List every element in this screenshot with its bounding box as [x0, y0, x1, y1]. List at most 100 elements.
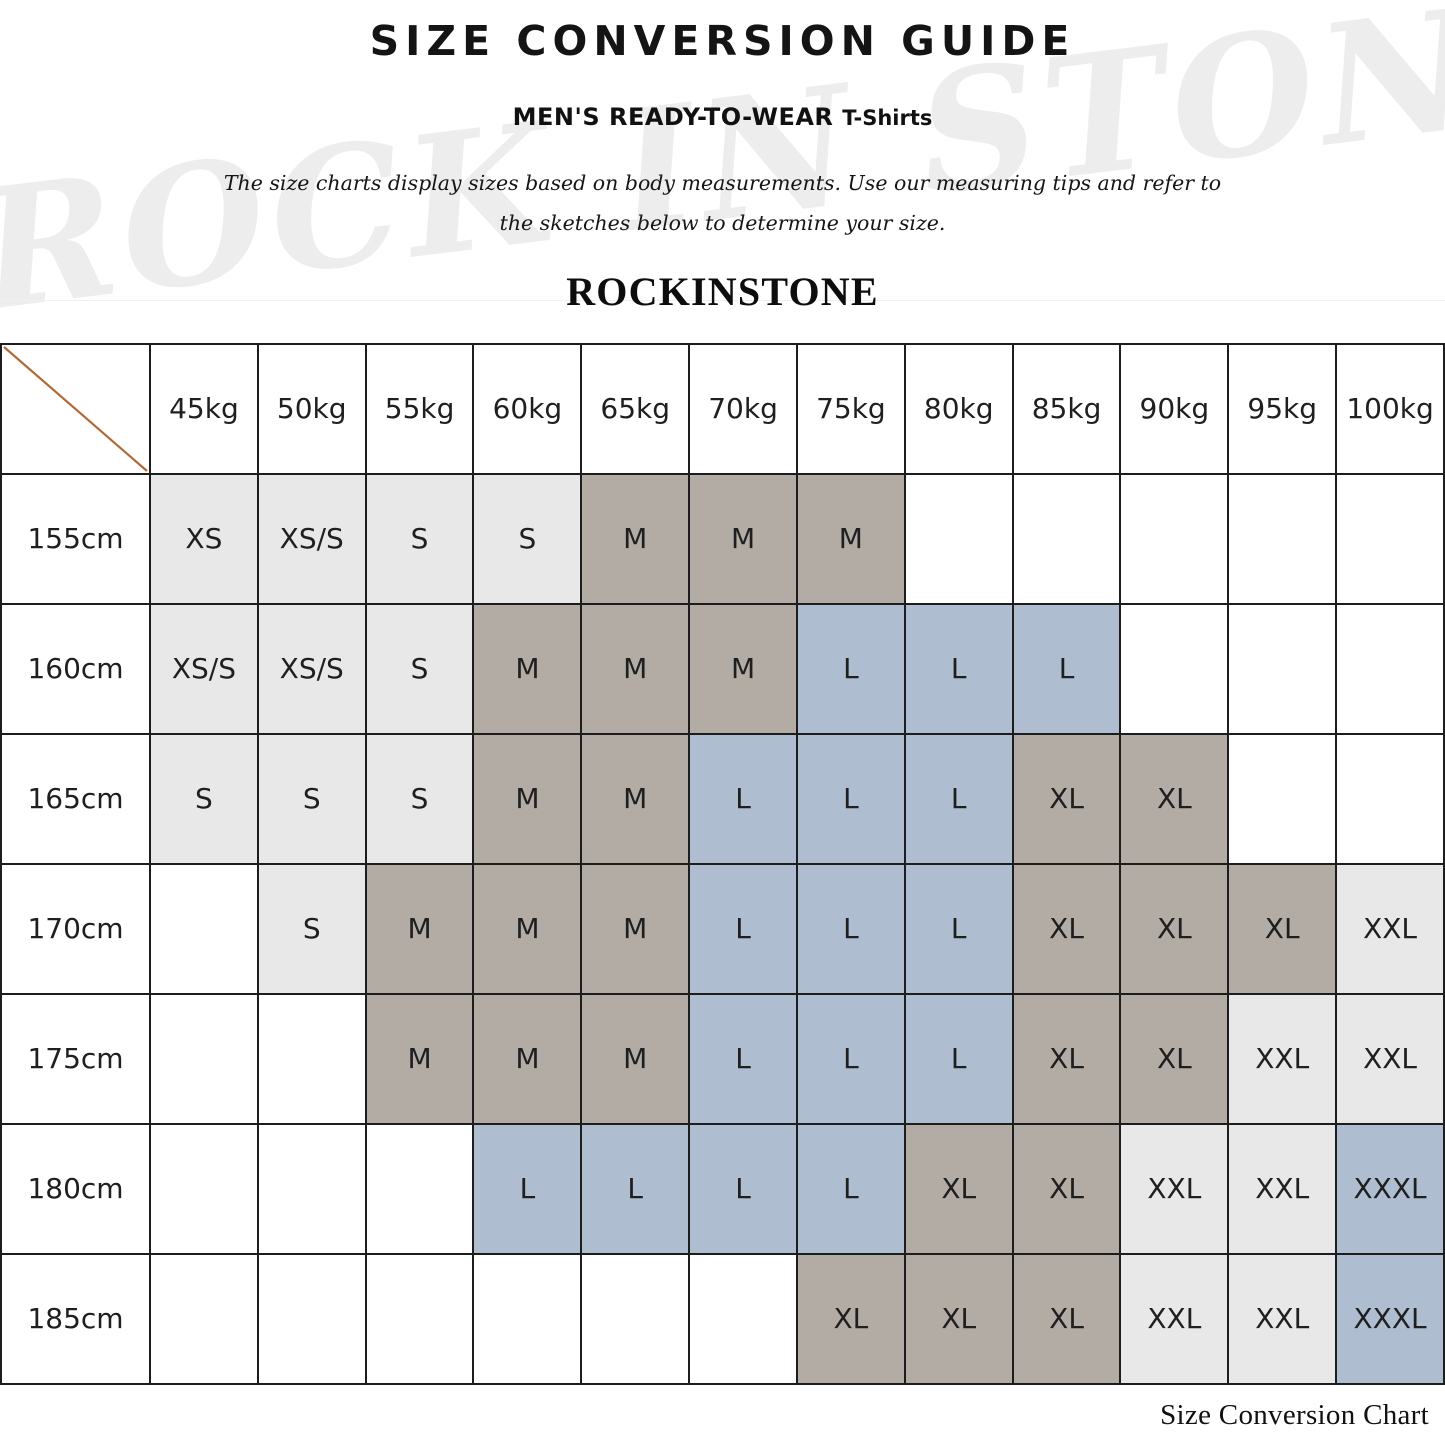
size-cell-empty — [1335, 732, 1445, 865]
size-cell-empty — [472, 1252, 583, 1385]
size-cell-empty — [364, 1122, 475, 1255]
size-cell: L — [795, 862, 906, 995]
size-cell-empty — [149, 1122, 259, 1255]
size-cell-empty — [1119, 602, 1230, 735]
table-row: 170cm S M M M L L L XL XL XL XXL — [0, 862, 1445, 995]
row-header-height: 175cm — [0, 992, 151, 1125]
size-cell: S — [256, 732, 367, 865]
size-cell: XL — [1011, 1252, 1122, 1385]
row-header-height: 155cm — [0, 472, 151, 605]
size-cell: S — [364, 602, 475, 735]
table-row: 165cm S S S M M L L L XL XL — [0, 732, 1445, 865]
size-cell: XXL — [1335, 992, 1445, 1125]
corner-cell-diagonal — [0, 342, 151, 475]
size-cell: L — [688, 732, 798, 865]
size-cell-empty — [580, 1252, 691, 1385]
size-cell: M — [472, 602, 583, 735]
diagonal-divider-icon — [3, 346, 148, 472]
column-header-weight: 95kg — [1227, 342, 1338, 475]
size-cell-empty — [256, 1252, 367, 1385]
size-cell: M — [688, 602, 798, 735]
row-header-height: 180cm — [0, 1122, 151, 1255]
size-cell: XS — [149, 472, 259, 605]
size-cell: L — [688, 1122, 798, 1255]
size-cell: M — [580, 992, 691, 1125]
size-cell: L — [1011, 602, 1122, 735]
size-cell: M — [580, 732, 691, 865]
row-header-height: 170cm — [0, 862, 151, 995]
size-cell: XXL — [1227, 1252, 1338, 1385]
size-cell: XL — [1227, 862, 1338, 995]
brand-name: ROCKINSTONE — [566, 268, 879, 314]
table-row: 185cm XL XL XL XXL XXL XXXL — [0, 1252, 1445, 1385]
row-header-height: 160cm — [0, 602, 151, 735]
size-cell-empty — [688, 1252, 798, 1385]
size-cell: XS/S — [256, 472, 367, 605]
category-subtitle-prefix: MEN'S READY-TO-WEAR — [512, 103, 834, 131]
size-cell: S — [472, 472, 583, 605]
size-cell: XL — [903, 1252, 1014, 1385]
size-cell-empty — [1227, 732, 1338, 865]
column-header-weight: 50kg — [256, 342, 367, 475]
size-cell: M — [580, 472, 691, 605]
size-cell: XL — [1119, 732, 1230, 865]
size-cell: S — [149, 732, 259, 865]
size-cell: L — [795, 1122, 906, 1255]
size-cell: L — [903, 732, 1014, 865]
size-cell: S — [364, 472, 475, 605]
size-cell: L — [903, 862, 1014, 995]
size-cell: M — [472, 992, 583, 1125]
size-cell-empty — [364, 1252, 475, 1385]
size-cell-empty — [149, 862, 259, 995]
column-header-weight: 70kg — [688, 342, 798, 475]
size-cell: S — [256, 862, 367, 995]
category-subtitle-garment: T-Shirts — [842, 106, 933, 130]
size-cell: XL — [903, 1122, 1014, 1255]
size-cell: L — [688, 992, 798, 1125]
table-row: 155cm XS XS/S S S M M M — [0, 472, 1445, 605]
size-cell: L — [903, 992, 1014, 1125]
row-header-height: 165cm — [0, 732, 151, 865]
size-cell-empty — [1011, 472, 1122, 605]
size-cell-empty — [256, 1122, 367, 1255]
category-subtitle: MEN'S READY-TO-WEAR T-Shirts — [0, 103, 1445, 131]
table-body: 155cm XS XS/S S S M M M 160cm XS/S XS/S S M M M L L L 165c… — [0, 472, 1445, 1385]
column-header-weight: 90kg — [1119, 342, 1230, 475]
size-cell: S — [364, 732, 475, 865]
size-cell: M — [688, 472, 798, 605]
size-cell: XXL — [1335, 862, 1445, 995]
size-cell: XXL — [1227, 1122, 1338, 1255]
size-cell-empty — [1119, 472, 1230, 605]
size-cell: M — [580, 602, 691, 735]
size-table-wrapper: 45kg 50kg 55kg 60kg 65kg 70kg 75kg 80kg 85kg 90kg… — [0, 342, 1445, 1385]
column-header-weight: 75kg — [795, 342, 906, 475]
size-cell: L — [472, 1122, 583, 1255]
size-cell: L — [795, 602, 906, 735]
column-header-weight: 65kg — [580, 342, 691, 475]
size-cell: M — [795, 472, 906, 605]
size-cell: M — [364, 992, 475, 1125]
column-header-weight: 45kg — [149, 342, 259, 475]
size-cell: M — [472, 732, 583, 865]
size-cell-empty — [1335, 472, 1445, 605]
size-cell: M — [472, 862, 583, 995]
size-cell: XXXL — [1335, 1252, 1445, 1385]
size-cell: L — [795, 992, 906, 1125]
size-cell-empty — [149, 1252, 259, 1385]
row-header-height: 185cm — [0, 1252, 151, 1385]
column-header-weight: 60kg — [472, 342, 583, 475]
size-cell: XXL — [1227, 992, 1338, 1125]
column-header-weight: 80kg — [903, 342, 1014, 475]
size-cell: XS/S — [149, 602, 259, 735]
column-header-weight: 100kg — [1335, 342, 1445, 475]
size-cell: L — [688, 862, 798, 995]
description-text: The size charts display sizes based on b… — [223, 171, 1222, 235]
size-cell-empty — [149, 992, 259, 1125]
size-cell: XXL — [1119, 1252, 1230, 1385]
size-cell: M — [580, 862, 691, 995]
size-cell-empty — [256, 992, 367, 1125]
size-cell: XXL — [1119, 1122, 1230, 1255]
column-header-weight: 55kg — [364, 342, 475, 475]
chart-caption: Size Conversion Chart — [1160, 1398, 1429, 1431]
size-cell: XL — [1011, 1122, 1122, 1255]
